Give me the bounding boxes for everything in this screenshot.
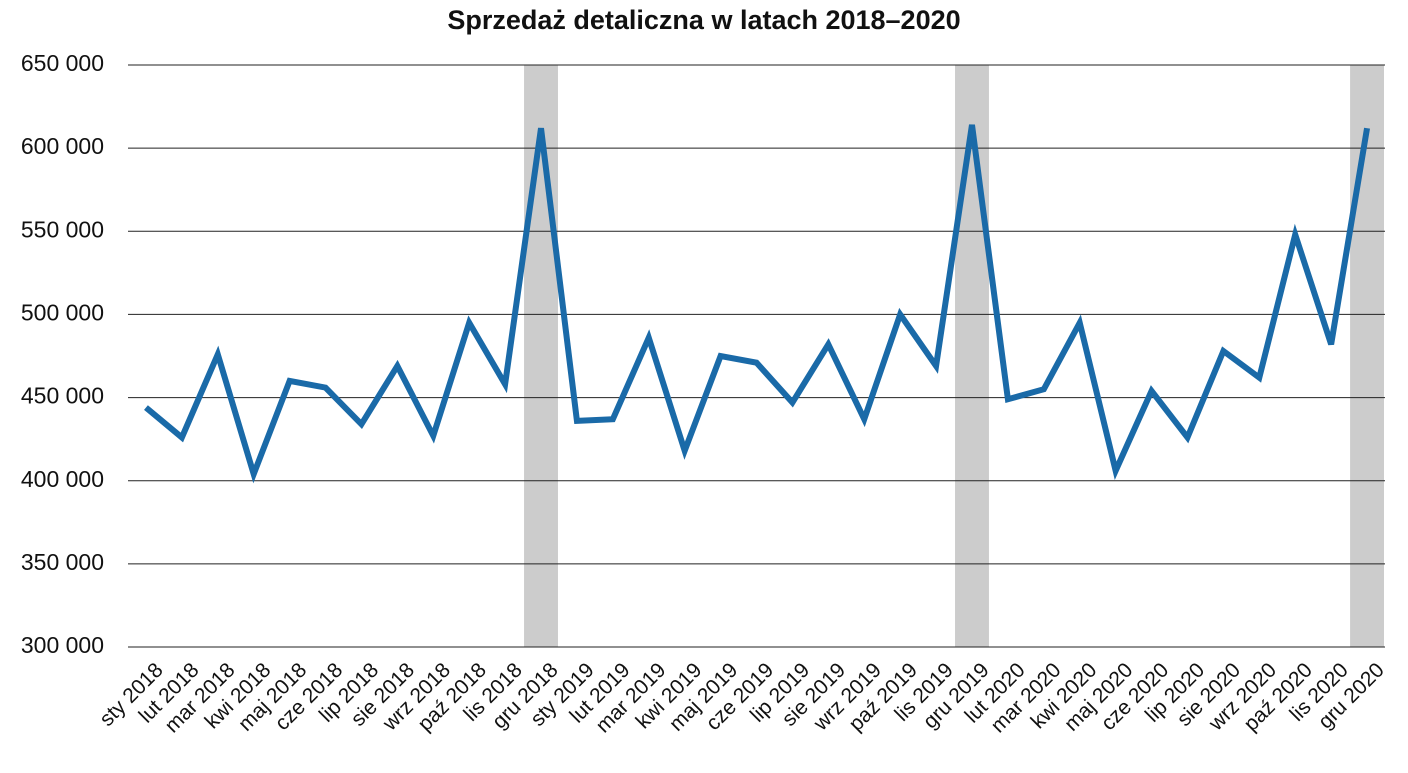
data-line	[144, 124, 1371, 484]
y-tick-label: 550 000	[21, 216, 104, 242]
y-tick-label: 350 000	[21, 549, 104, 575]
y-tick-label: 450 000	[21, 383, 104, 409]
y-tick-label: 400 000	[21, 466, 104, 492]
chart-title: Sprzedaż detaliczna w latach 2018–2020	[447, 5, 960, 35]
y-tick-label: 300 000	[21, 632, 104, 658]
y-tick-label: 650 000	[21, 50, 104, 76]
y-tick-label: 500 000	[21, 300, 104, 326]
highlight-band	[1350, 65, 1384, 647]
highlight-band	[955, 65, 989, 647]
y-tick-label: 600 000	[21, 133, 104, 159]
highlight-band	[524, 65, 558, 647]
